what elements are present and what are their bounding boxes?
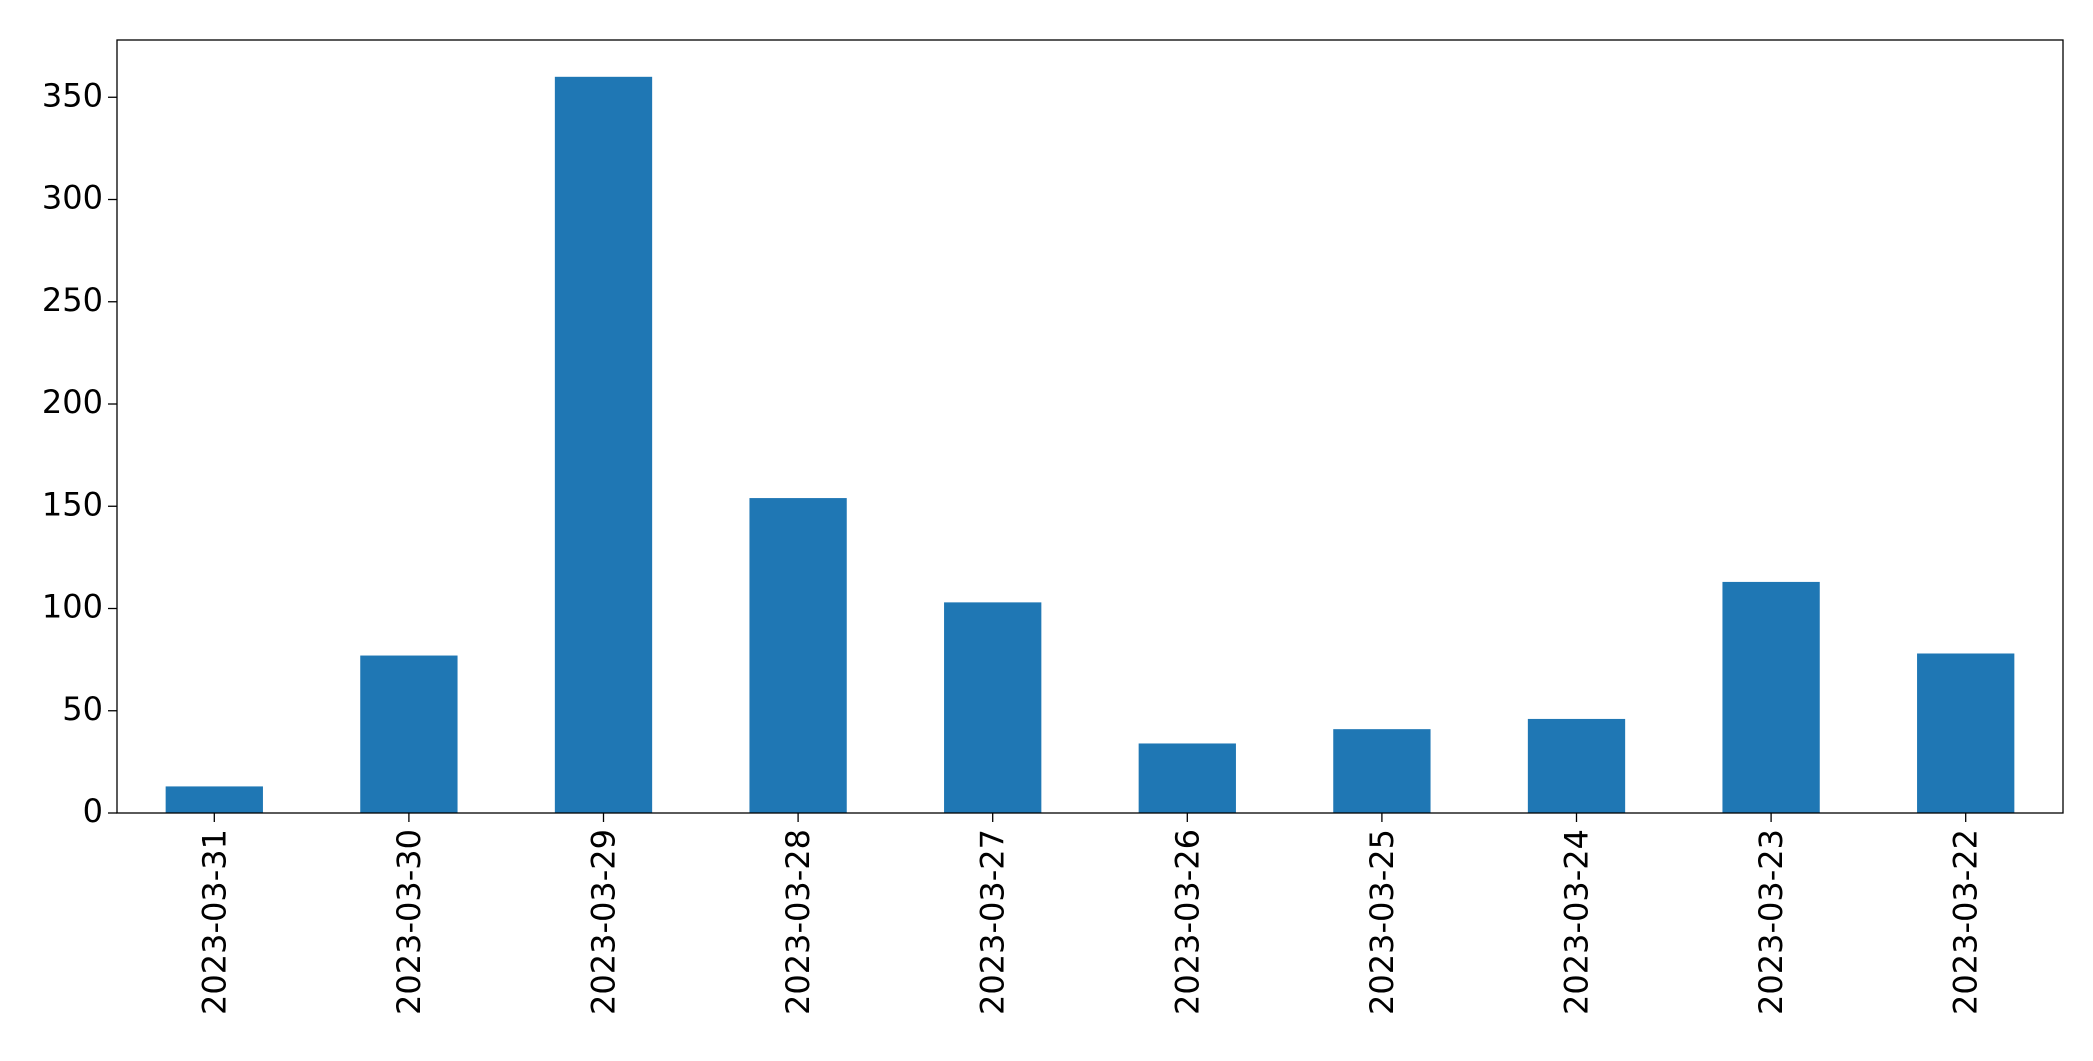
x-tick-label: 2023-03-26 [1168, 829, 1206, 1015]
x-tick-label: 2023-03-25 [1363, 829, 1401, 1015]
x-tick-label: 2023-03-30 [390, 829, 428, 1015]
bar [749, 498, 847, 813]
bar [1138, 743, 1236, 813]
bar [1333, 729, 1431, 813]
y-tick-label: 300 [42, 179, 103, 217]
y-tick-label: 150 [42, 485, 103, 523]
bar [165, 786, 263, 813]
x-tick-label: 2023-03-29 [585, 829, 623, 1015]
bar [554, 76, 653, 814]
y-tick-label: 200 [42, 383, 103, 421]
x-tick-label: 2023-03-28 [779, 829, 817, 1015]
bar [1527, 718, 1626, 813]
bar [944, 602, 1042, 813]
plot-frame [116, 39, 2064, 814]
bar [1917, 653, 2015, 813]
x-tick-label: 2023-03-27 [974, 829, 1012, 1015]
bar [360, 655, 458, 813]
x-tick-label: 2023-03-23 [1752, 829, 1790, 1015]
x-tick-label: 2023-03-22 [1947, 829, 1985, 1015]
y-tick-label: 50 [62, 690, 103, 728]
y-tick-label: 0 [83, 792, 103, 830]
y-tick-label: 350 [42, 76, 103, 114]
y-tick-label: 100 [42, 588, 103, 626]
x-tick-label: 2023-03-31 [195, 829, 233, 1015]
y-tick-label: 250 [42, 281, 103, 319]
x-tick-label: 2023-03-24 [1558, 829, 1596, 1015]
bar [1722, 581, 1820, 813]
